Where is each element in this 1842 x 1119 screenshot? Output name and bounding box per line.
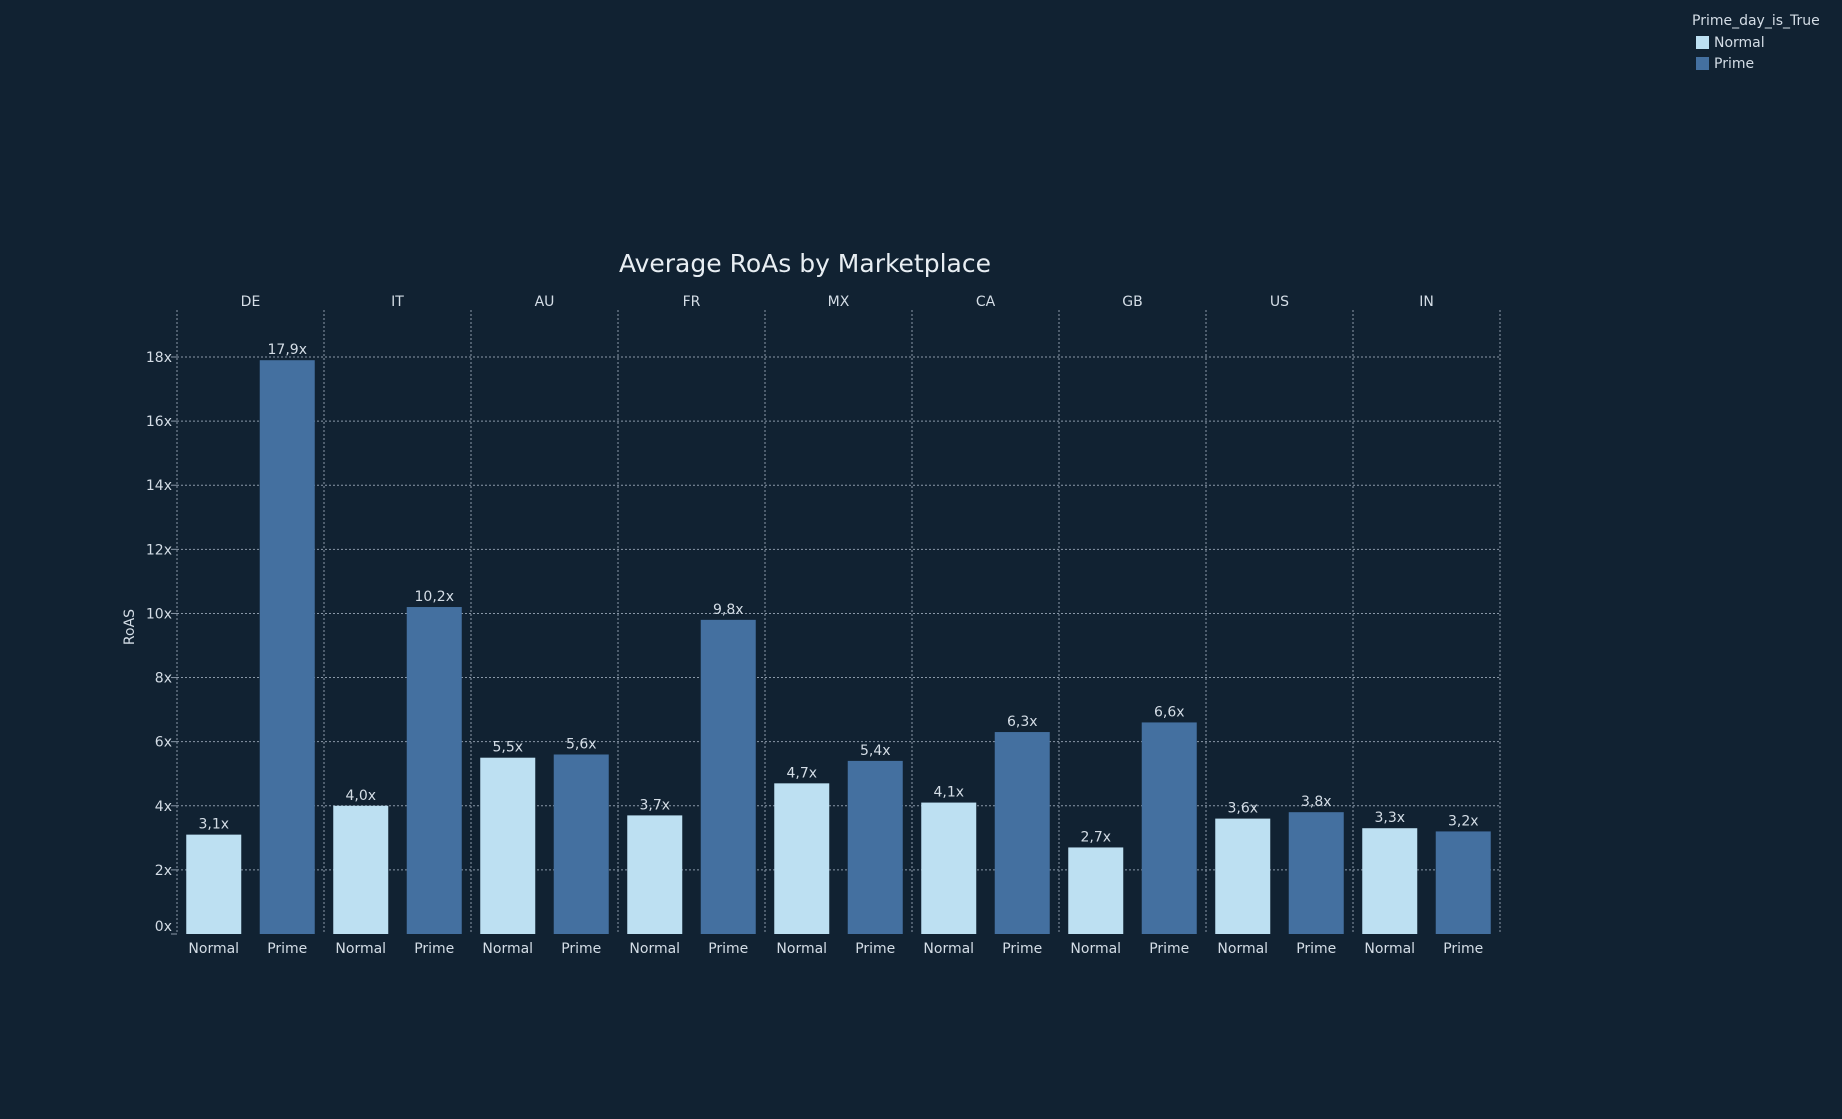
x-tick-label: Prime (1296, 941, 1336, 957)
y-tick-label: 8x (155, 671, 172, 687)
legend-item-normal[interactable]: Normal (1692, 32, 1820, 53)
y-tick-label: 6x (155, 735, 172, 751)
chart-title: Average RoAs by Marketplace (619, 249, 991, 278)
x-tick-label: Normal (335, 941, 386, 957)
y-tick-label: 2x (155, 863, 172, 879)
data-label-in-normal: 3,3x (1374, 810, 1405, 826)
bar-de-normal (186, 834, 242, 934)
y-tick-label: 18x (146, 350, 172, 366)
data-label-de-prime: 17,9x (268, 342, 307, 358)
data-label-fr-normal: 3,7x (639, 797, 670, 813)
panel-header-us: US (1270, 294, 1289, 310)
data-label-mx-normal: 4,7x (786, 765, 817, 781)
data-label-it-prime: 10,2x (415, 589, 454, 605)
x-tick-label: Normal (629, 941, 680, 957)
data-label-gb-prime: 6,6x (1154, 704, 1185, 720)
x-tick-label: Prime (1149, 941, 1189, 957)
bar-mx-prime (847, 760, 903, 934)
legend-title: Prime_day_is_True (1692, 13, 1820, 29)
bar-ca-normal (921, 802, 977, 934)
bar-it-prime (406, 607, 462, 934)
data-label-fr-prime: 9,8x (713, 602, 744, 618)
x-tick-label: Normal (188, 941, 239, 957)
data-label-in-prime: 3,2x (1448, 813, 1479, 829)
bar-mx-normal (774, 783, 830, 934)
data-label-us-prime: 3,8x (1301, 794, 1332, 810)
x-tick-label: Normal (1364, 941, 1415, 957)
x-tick-label: Prime (1443, 941, 1483, 957)
data-label-ca-normal: 4,1x (933, 785, 964, 801)
legend-item-prime[interactable]: Prime (1692, 53, 1820, 74)
data-label-us-normal: 3,6x (1227, 801, 1258, 817)
panel-header-ca: CA (976, 294, 996, 310)
x-tick-label: Normal (923, 941, 974, 957)
bar-gb-prime (1141, 722, 1197, 934)
x-tick-label: Normal (1070, 941, 1121, 957)
bar-de-prime (259, 360, 315, 934)
data-label-mx-prime: 5,4x (860, 743, 891, 759)
bar-au-prime (553, 754, 609, 934)
data-label-ca-prime: 6,3x (1007, 714, 1038, 730)
bar-fr-prime (700, 619, 756, 934)
x-tick-label: Prime (1002, 941, 1042, 957)
panel-header-it: IT (391, 294, 404, 310)
data-label-gb-normal: 2,7x (1080, 829, 1111, 845)
x-tick-label: Normal (482, 941, 533, 957)
x-tick-label: Prime (708, 941, 748, 957)
data-label-de-normal: 3,1x (198, 817, 229, 833)
bar-in-normal (1362, 828, 1418, 934)
legend-swatch-prime (1696, 57, 1709, 70)
y-tick-label: 14x (146, 478, 172, 494)
panel-header-in: IN (1419, 294, 1434, 310)
legend-swatch-normal (1696, 36, 1709, 49)
y-tick-label: 4x (155, 799, 172, 815)
x-tick-label: Normal (1217, 941, 1268, 957)
y-tick-label: 10x (146, 606, 172, 622)
bar-gb-normal (1068, 847, 1124, 934)
data-label-au-normal: 5,5x (492, 740, 523, 756)
bar-us-normal (1215, 818, 1271, 934)
data-label-au-prime: 5,6x (566, 736, 597, 752)
panel-header-mx: MX (828, 294, 850, 310)
x-tick-label: Prime (267, 941, 307, 957)
legend-label-normal: Normal (1714, 34, 1765, 51)
x-tick-label: Prime (855, 941, 895, 957)
y-tick-label: 12x (146, 542, 172, 558)
panel-header-fr: FR (683, 294, 701, 310)
y-tick-label: 16x (146, 414, 172, 430)
y-axis-label: RoAS (122, 609, 138, 645)
panel-header-de: DE (241, 294, 261, 310)
legend: Prime_day_is_True Normal Prime (1692, 13, 1820, 74)
bar-ca-prime (994, 732, 1050, 934)
bar-in-prime (1435, 831, 1491, 934)
bar-us-prime (1288, 812, 1344, 934)
bar-fr-normal (627, 815, 683, 934)
data-label-it-normal: 4,0x (345, 788, 376, 804)
bar-au-normal (480, 757, 536, 934)
legend-label-prime: Prime (1714, 55, 1755, 72)
x-tick-label: Prime (414, 941, 454, 957)
bar-it-normal (333, 805, 389, 934)
y-tick-label: 0x (155, 919, 172, 935)
panel-header-au: AU (535, 294, 555, 310)
panel-header-gb: GB (1122, 294, 1142, 310)
x-tick-label: Prime (561, 941, 601, 957)
x-tick-label: Normal (776, 941, 827, 957)
